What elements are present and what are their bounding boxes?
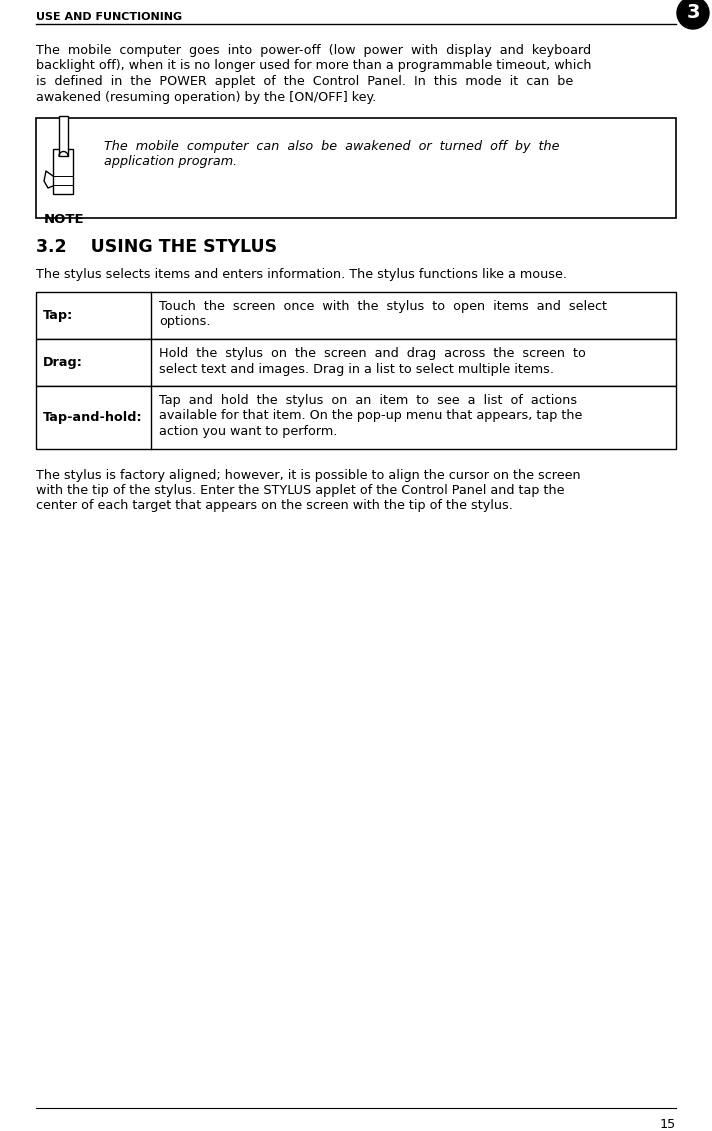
Text: is  defined  in  the  POWER  applet  of  the  Control  Panel.  In  this  mode  i: is defined in the POWER applet of the Co… [36, 75, 573, 88]
Text: options.: options. [159, 316, 211, 328]
Text: awakened (resuming operation) by the [ON/OFF] key.: awakened (resuming operation) by the [ON… [36, 90, 376, 104]
Bar [36, 386, 676, 449]
Text: The stylus is factory aligned; however, it is possible to align the cursor on th: The stylus is factory aligned; however, … [36, 468, 580, 482]
Text: available for that item. On the pop-up menu that appears, tap the: available for that item. On the pop-up m… [159, 409, 582, 423]
Text: The stylus selects items and enters information. The stylus functions like a mou: The stylus selects items and enters info… [36, 268, 567, 280]
Text: backlight off), when it is no longer used for more than a programmable timeout, : backlight off), when it is no longer use… [36, 60, 592, 72]
Text: Drag:: Drag: [43, 356, 83, 369]
Text: with the tip of the stylus. Enter the STYLUS applet of the Control Panel and tap: with the tip of the stylus. Enter the ST… [36, 484, 565, 497]
Text: Tap:: Tap: [43, 309, 73, 322]
Bar [59, 116, 68, 156]
Text: application program.: application program. [104, 155, 237, 169]
Text: select text and images. Drag in a list to select multiple items.: select text and images. Drag in a list t… [159, 363, 554, 375]
Bar [36, 292, 676, 339]
Text: Tap  and  hold  the  stylus  on  an  item  to  see  a  list  of  actions: Tap and hold the stylus on an item to se… [159, 394, 577, 407]
Text: Hold  the  stylus  on  the  screen  and  drag  across  the  screen  to: Hold the stylus on the screen and drag a… [159, 347, 586, 360]
Text: action you want to perform.: action you want to perform. [159, 425, 337, 438]
Text: Touch  the  screen  once  with  the  stylus  to  open  items  and  select: Touch the screen once with the stylus to… [159, 300, 607, 313]
Bar [36, 339, 676, 386]
Text: center of each target that appears on the screen with the tip of the stylus.: center of each target that appears on th… [36, 500, 513, 512]
Text: The  mobile  computer  goes  into  power-off  (low  power  with  display  and  k: The mobile computer goes into power-off … [36, 44, 591, 57]
Text: USE AND FUNCTIONING: USE AND FUNCTIONING [36, 12, 182, 21]
Text: NOTE: NOTE [43, 213, 84, 226]
Text: 3: 3 [686, 3, 700, 23]
Text: The  mobile  computer  can  also  be  awakened  or  turned  off  by  the: The mobile computer can also be awakened… [104, 140, 560, 153]
Bar [36, 118, 676, 218]
Text: 15: 15 [660, 1119, 676, 1131]
Bar [53, 149, 73, 195]
Text: 3.2    USING THE STYLUS: 3.2 USING THE STYLUS [36, 238, 277, 256]
Text: Tap-and-hold:: Tap-and-hold: [43, 411, 142, 424]
Circle shape [677, 0, 709, 29]
